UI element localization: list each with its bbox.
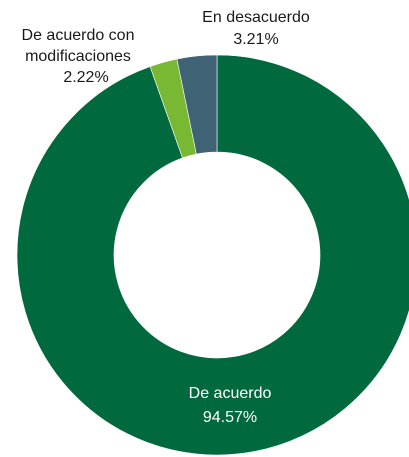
slice-label-en-desacuerdo: En desacuerdo: [202, 9, 310, 26]
donut-labels: De acuerdo 94.57% De acuerdo con modific…: [22, 9, 310, 426]
slice-value-de-acuerdo: 94.57%: [203, 409, 257, 426]
donut-slices: [16, 54, 409, 456]
slice-de-acuerdo: [16, 54, 409, 456]
slice-en-desacuerdo: [176, 54, 218, 155]
slice-label-modificaciones-line-2: modificaciones: [25, 48, 131, 65]
slice-label-modificaciones-line-1: De acuerdo con: [22, 27, 135, 44]
slice-value-modificaciones: 2.22%: [63, 69, 108, 86]
slice-value-en-desacuerdo: 3.21%: [233, 31, 278, 48]
slice-label-de-acuerdo: De acuerdo: [189, 385, 272, 402]
